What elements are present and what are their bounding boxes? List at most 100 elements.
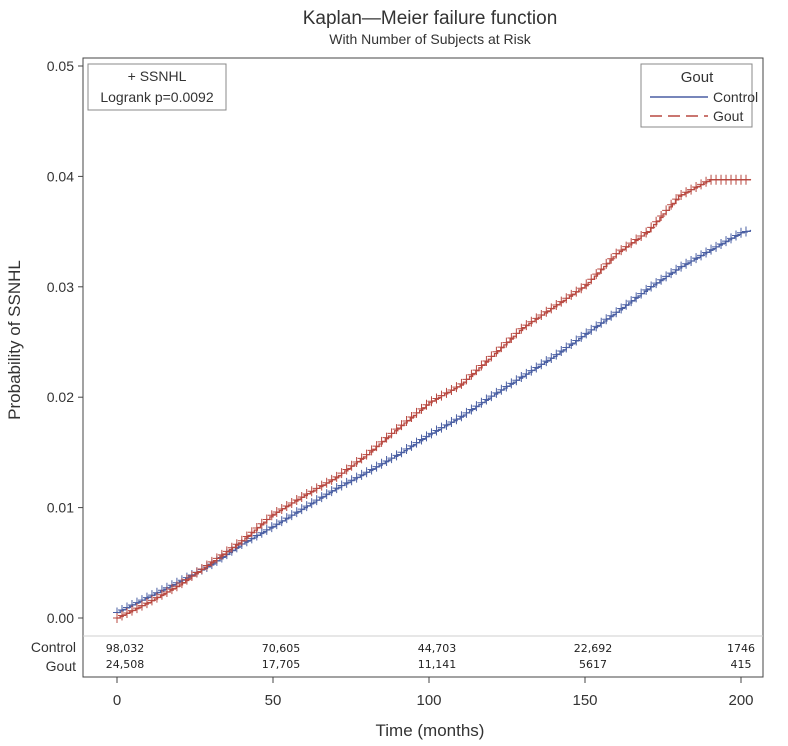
censor-mark [407,440,416,451]
censor-mark [547,352,556,363]
data-point-control [178,580,181,583]
censor-mark [162,586,171,597]
data-point-gout [334,476,337,479]
censor-mark [592,269,601,280]
censor-label: + SSNHL [128,68,187,84]
y-tick-label: 0.00 [47,610,74,626]
annotation-box [87,63,227,111]
censor-mark [332,471,341,482]
censor-mark [397,447,406,458]
risk-table-values: 98,032 70,605 44,703 22,692 1746 24,508 17,705… [106,642,755,671]
legend-control-label: Control [713,89,758,105]
y-tick-label: 0.01 [47,500,74,516]
censor-mark [142,598,151,609]
censor-mark [712,241,721,252]
censor-mark [127,605,136,616]
censor-mark [727,233,736,244]
data-point-gout [116,617,118,619]
censor-mark [522,368,531,379]
y-tick-label: 0.05 [47,58,74,74]
censor-mark [212,553,221,564]
risk-row-label-gout: Gout [46,658,76,674]
censor-mark [667,199,676,210]
censor-mark [427,396,436,407]
censor-mark [707,244,716,255]
series-line-gout [117,179,751,619]
censor-mark [382,455,391,466]
censor-mark [517,372,526,383]
censor-mark [607,253,616,264]
censor-mark [342,477,351,488]
censor-mark [277,516,286,527]
x-axis-label: Time (months) [376,721,485,740]
data-point-gout [397,427,399,429]
censor-mark [302,489,311,500]
censor-mark [502,337,511,348]
x-tick-label: 200 [728,692,753,709]
x-tick-label: 0 [113,692,121,709]
censor-mark [577,331,586,342]
censor-mark [652,216,661,227]
data-point-control [272,525,274,528]
censor-mark [432,425,441,436]
censor-mark [132,603,141,614]
censor-mark [702,247,711,258]
censor-mark [607,310,616,321]
censor-mark [302,501,311,512]
censor-mark [552,349,561,360]
censor-mark [207,556,216,567]
censor-mark [377,436,386,447]
censor-marks-gout [113,174,750,623]
data-point-gout [709,178,711,181]
censor-mark [627,238,636,249]
censor-mark [267,522,276,533]
censor-mark [312,483,321,494]
data-point-control [677,267,680,269]
risk-value-gout: 17,705 [262,658,301,671]
data-point-gout [303,494,306,497]
censor-mark [677,189,686,200]
censor-mark [692,253,701,264]
censor-mark [517,323,526,334]
censor-mark [567,338,576,349]
censor-mark [462,407,471,418]
censor-mark [497,342,506,353]
censor-mark [317,492,326,503]
censor-mark [307,486,316,497]
data-point-gout [365,453,368,456]
censor-mark [637,288,646,299]
risk-value-gout: 415 [731,658,752,671]
censor-mark [507,378,516,389]
censor-mark [522,320,531,331]
censor-mark [277,503,286,514]
censor-mark [372,461,381,472]
censor-mark [577,283,586,294]
censor-mark [317,480,326,491]
censor-mark [267,510,276,521]
censor-mark [392,450,401,461]
censor-mark [662,205,671,216]
censor-mark [632,234,641,245]
data-point-control [397,453,399,456]
risk-value-gout: 24,508 [106,658,145,671]
x-tick-label: 100 [416,692,441,709]
censor-mark [597,317,606,328]
censor-mark [542,356,551,367]
data-point-gout [749,178,752,181]
censor-mark [307,498,316,509]
censor-mark [542,306,551,317]
censor-mark [287,510,296,521]
censor-mark [282,500,291,511]
data-point-gout [241,539,243,542]
censor-mark [567,289,576,300]
censor-mark [272,519,281,530]
data-point-gout [272,513,274,516]
censor-mark [741,226,750,237]
censor-mark [337,480,346,491]
censor-mark [562,342,571,353]
censor-mark [397,420,406,431]
censor-mark [327,486,336,497]
censor-mark [532,313,541,324]
censor-mark [657,211,666,222]
